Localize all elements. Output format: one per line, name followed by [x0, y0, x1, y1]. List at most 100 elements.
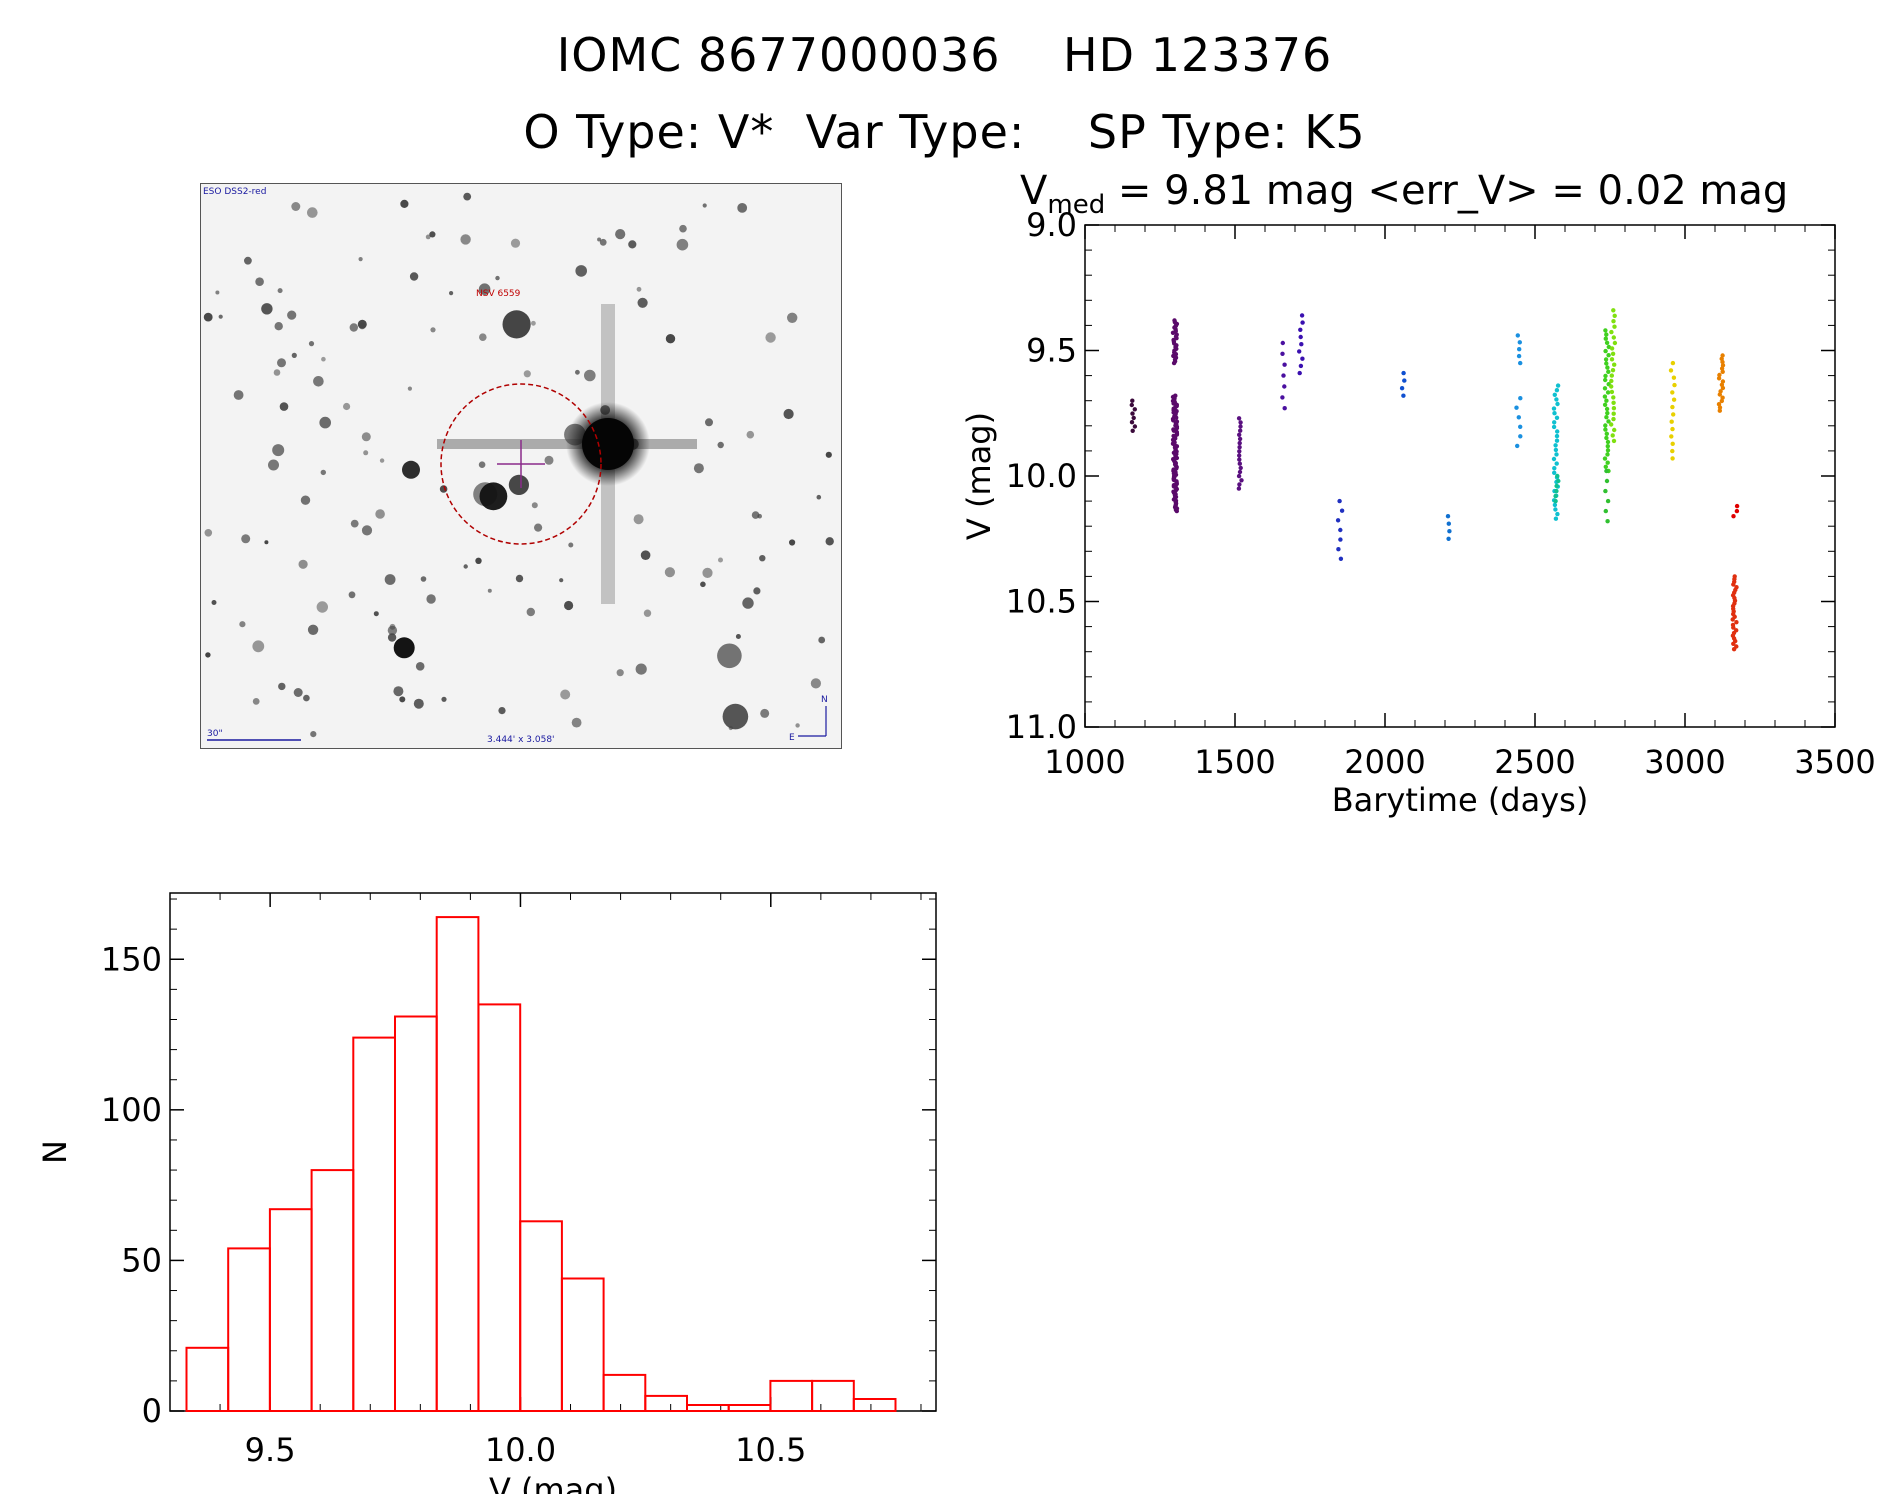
star	[816, 494, 822, 500]
lightcurve-point	[1553, 516, 1559, 521]
lightcurve-point	[1603, 348, 1608, 354]
lightcurve-y-tick-label: 10.0	[1006, 457, 1077, 495]
lightcurve-point	[1237, 457, 1242, 462]
star	[268, 459, 279, 471]
star	[307, 207, 318, 218]
lightcurve-point	[1174, 506, 1180, 511]
lightcurve-point	[1611, 411, 1616, 416]
star	[502, 310, 531, 339]
lightcurve-point	[1172, 348, 1177, 353]
lightcurve-point	[1239, 478, 1244, 483]
lightcurve-point	[1173, 472, 1179, 477]
star	[439, 485, 448, 493]
star	[393, 686, 404, 697]
lightcurve-point	[1173, 494, 1179, 500]
lightcurve-point	[1605, 498, 1611, 504]
lightcurve-point	[1602, 456, 1608, 461]
lightcurve-point	[1171, 467, 1176, 472]
lightcurve-point	[1731, 609, 1736, 614]
lightcurve-point	[1237, 461, 1243, 466]
star	[350, 519, 359, 528]
lightcurve-point	[1556, 478, 1561, 484]
star	[478, 283, 491, 295]
lightcurve-point	[1171, 427, 1176, 432]
lightcurve-point	[1131, 415, 1136, 421]
lightcurve-point	[1282, 406, 1287, 411]
star	[717, 441, 724, 449]
lightcurve-point	[1299, 313, 1305, 318]
lightcurve-point	[1720, 379, 1726, 384]
finder-image: ESO DSS2-red NSV 6559 30" 3.444' x 3.058…	[200, 183, 842, 749]
lightcurve-point	[1402, 378, 1407, 383]
lightcurve-point	[1554, 415, 1560, 420]
star	[300, 495, 311, 505]
star	[735, 634, 741, 639]
lightcurve-point	[1171, 490, 1177, 496]
lightcurve-point	[1172, 396, 1177, 401]
lightcurve-point	[1730, 617, 1735, 622]
star-field	[203, 192, 834, 738]
lightcurve-point	[1171, 433, 1176, 439]
finder-image-canvas: ESO DSS2-red NSV 6559 30" 3.444' x 3.058…	[201, 184, 841, 748]
lightcurve-point	[1554, 438, 1560, 443]
lightcurve-point	[1734, 508, 1740, 514]
lightcurve-point	[1719, 366, 1725, 371]
lightcurve-point	[1605, 460, 1610, 465]
histogram-bar	[435, 916, 480, 1412]
lightcurve-point	[1554, 479, 1559, 485]
lightcurve-point	[1174, 402, 1180, 407]
lightcurve-point	[1604, 340, 1610, 345]
lightcurve-point	[1603, 373, 1608, 379]
lightcurve-point	[1555, 473, 1560, 479]
lightcurve-point	[1172, 459, 1177, 464]
star	[478, 461, 486, 469]
star	[789, 539, 796, 546]
lightcurve-point	[1174, 466, 1179, 471]
lightcurve-point	[1337, 498, 1342, 504]
star	[718, 557, 723, 563]
lightcurve-point	[1731, 636, 1737, 641]
star	[261, 303, 273, 315]
lightcurve-point	[1172, 318, 1177, 323]
lightcurve-point	[1173, 393, 1178, 398]
star	[584, 369, 596, 382]
lightcurve-point	[1551, 406, 1557, 411]
lightcurve-point	[1173, 344, 1178, 350]
lightcurve-point	[1238, 424, 1243, 429]
lightcurve-point	[1132, 407, 1138, 412]
lightcurve-point	[1730, 603, 1736, 609]
lightcurve-point	[1174, 321, 1180, 327]
compass-north-label: N	[821, 695, 828, 705]
lightcurve-point	[1173, 463, 1179, 468]
star	[628, 240, 637, 249]
star	[361, 432, 371, 442]
lightcurve-point	[1170, 441, 1176, 446]
star	[575, 369, 580, 375]
lightcurve-point	[1553, 493, 1558, 499]
lightcurve-point	[1732, 601, 1737, 606]
lightcurve-point	[1237, 436, 1243, 442]
lightcurve-point	[1554, 452, 1559, 457]
lightcurve-point	[1170, 416, 1176, 422]
lightcurve-point	[1280, 395, 1285, 400]
lightcurve-point	[1551, 498, 1557, 503]
lightcurve-point	[1516, 415, 1522, 420]
histogram-x-axis-label: V (mag)	[489, 1471, 617, 1494]
star	[363, 450, 369, 456]
lightcurve-point	[1717, 392, 1723, 397]
histogram-axes: 9.5 10.0 10.5 0 50 100 150 V (mag) N	[36, 892, 937, 1494]
lightcurve-point	[1604, 361, 1609, 366]
star	[215, 290, 220, 295]
lightcurve-point	[1446, 536, 1451, 541]
lightcurve-point	[1609, 329, 1614, 335]
star	[415, 662, 425, 671]
lightcurve-point	[1731, 630, 1737, 636]
star	[637, 297, 648, 308]
lightcurve-point	[1173, 503, 1178, 509]
star	[531, 502, 538, 509]
lightcurve-point	[1611, 395, 1616, 400]
lightcurve-point	[1172, 350, 1177, 355]
lightcurve-point	[1605, 390, 1611, 395]
lightcurve-point	[1174, 432, 1180, 437]
lightcurve-point	[1669, 434, 1674, 439]
